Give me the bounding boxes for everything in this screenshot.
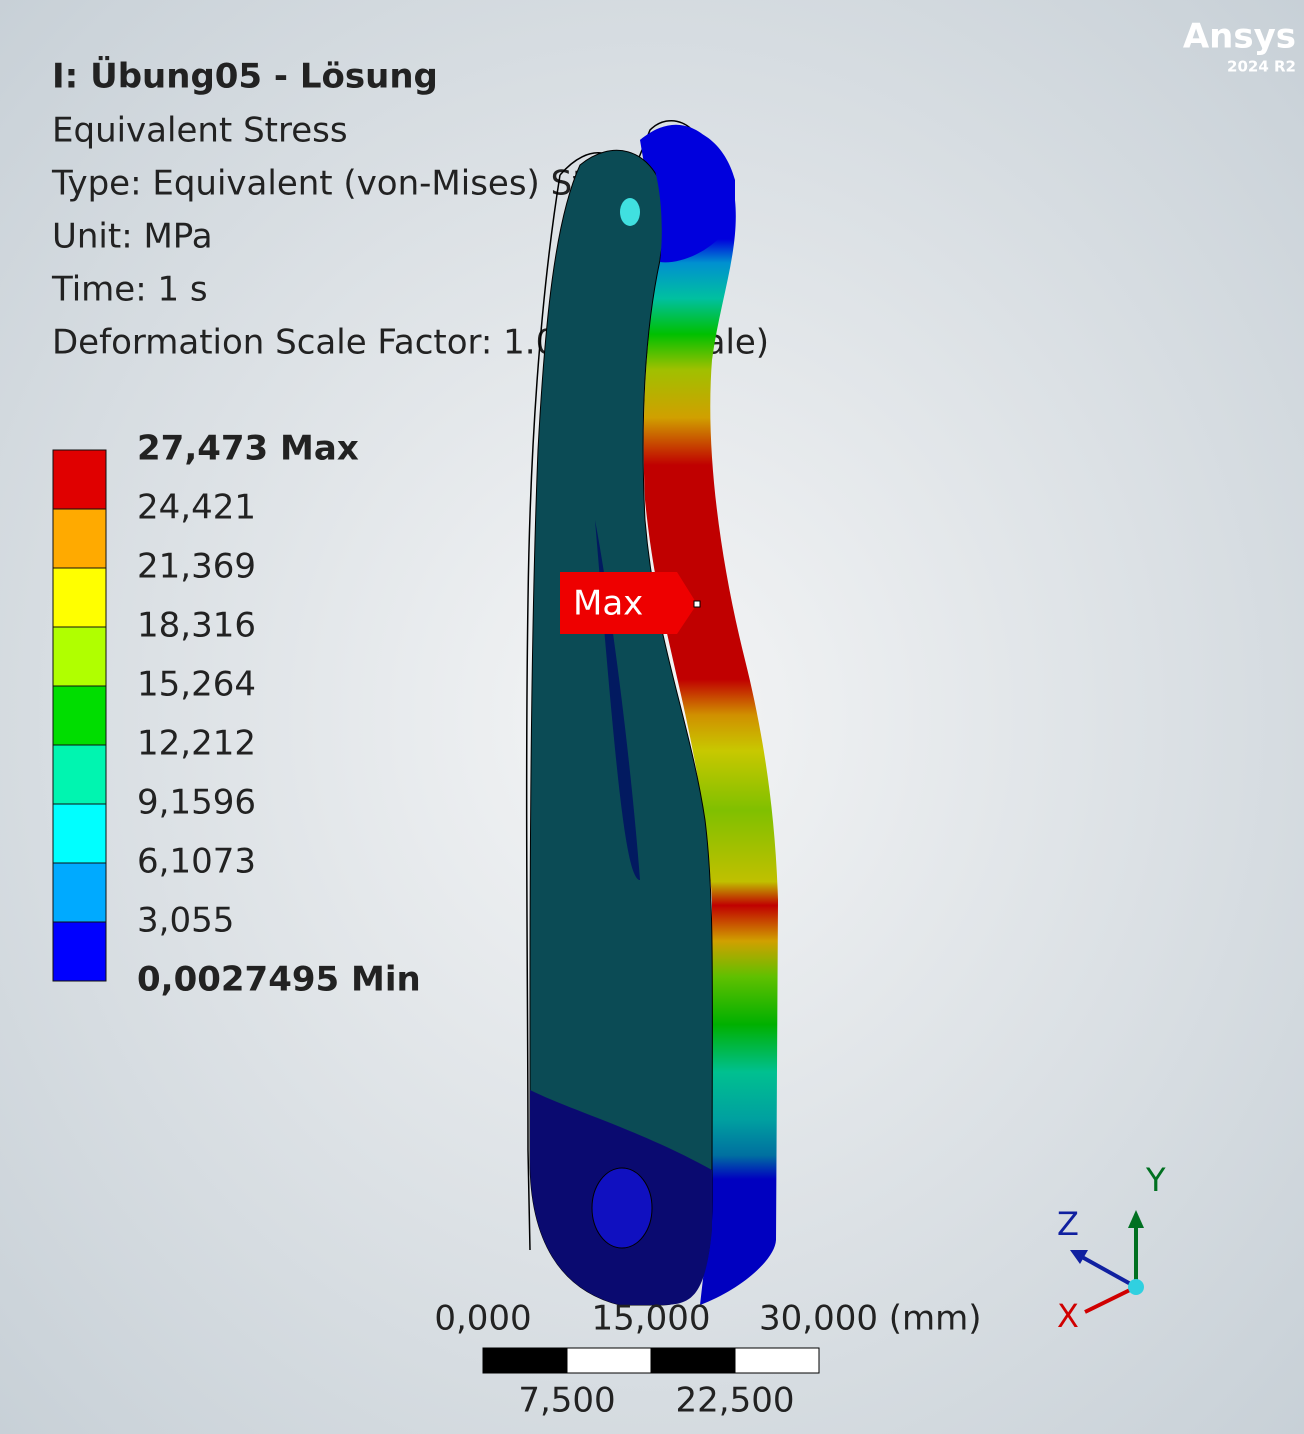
probe-point — [693, 600, 701, 608]
scale-segment — [482, 1347, 568, 1374]
legend-label: 24,421 — [137, 488, 256, 528]
header-line: Unit: MPa — [52, 217, 213, 257]
legend-band — [52, 567, 107, 628]
legend-band — [52, 508, 107, 569]
legend-label: 12,212 — [137, 724, 256, 764]
title: I: Übung05 - Lösung — [52, 56, 438, 97]
triad-x-label: X — [1057, 1297, 1079, 1335]
scale-label: 30,000 (mm) — [759, 1299, 982, 1339]
hole-top — [620, 198, 640, 226]
legend-label: 6,1073 — [137, 842, 256, 882]
legend-band — [52, 626, 107, 687]
triad-origin — [1128, 1279, 1144, 1295]
legend-label: 3,055 — [137, 901, 234, 941]
scale-label: 7,500 — [518, 1381, 615, 1421]
hole-bottom — [591, 1167, 653, 1249]
legend-band — [52, 862, 107, 923]
triad-z-arrow — [1070, 1250, 1088, 1264]
max-probe — [560, 572, 697, 634]
legend-band — [52, 921, 107, 982]
triad-z-axis — [1081, 1255, 1137, 1289]
triad-x-axis — [1084, 1285, 1137, 1314]
scale-bar: 0,000 15,000 30,000 (mm) 7,500 22,500 — [434, 1299, 981, 1421]
header-line: Type: Equivalent (von-Mises) Stress — [51, 164, 655, 204]
scale-segment — [566, 1347, 652, 1374]
part-top-cap — [640, 127, 735, 263]
triad-y-label: Y — [1145, 1161, 1166, 1199]
legend-band — [52, 803, 107, 864]
legend-band — [52, 685, 107, 746]
legend-label: 18,316 — [137, 606, 256, 646]
legend: 27,473 Max 24,421 21,369 18,316 15,264 12,212… — [52, 429, 421, 1000]
legend-label: 0,0027495 Min — [137, 960, 421, 1000]
scale-label: 15,000 — [592, 1299, 711, 1339]
legend-band — [52, 744, 107, 805]
legend-label: 15,264 — [137, 665, 256, 705]
scale-segment — [734, 1347, 820, 1374]
logo: Ansys — [1183, 17, 1296, 57]
scale-label: 0,000 — [434, 1299, 531, 1339]
legend-label: 27,473 Max — [137, 429, 359, 469]
legend-band — [52, 449, 107, 510]
legend-label: 21,369 — [137, 547, 256, 587]
triad-z-label: Z — [1057, 1205, 1079, 1243]
header-line: Equivalent Stress — [52, 111, 348, 151]
part-side — [640, 124, 778, 1305]
logo-version: 2024 R2 — [1227, 58, 1296, 76]
triad-y-arrow — [1128, 1210, 1144, 1228]
scale-label: 22,500 — [676, 1381, 795, 1421]
probe-label: Max — [573, 584, 643, 624]
legend-label: 9,1596 — [137, 783, 256, 823]
header-line: Time: 1 s — [51, 270, 208, 310]
scale-segment — [650, 1347, 736, 1374]
